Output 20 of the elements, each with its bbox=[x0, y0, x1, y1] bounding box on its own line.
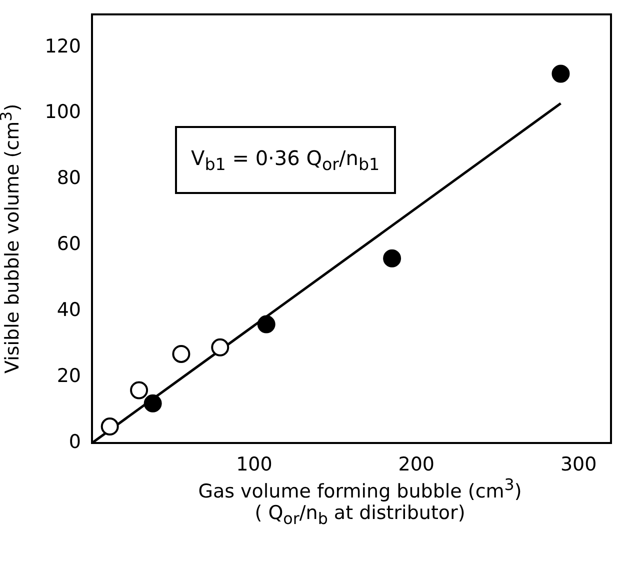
point bbox=[130, 381, 148, 400]
y-tick-label: 80 bbox=[56, 167, 81, 190]
x-tick-label: 300 bbox=[560, 453, 597, 476]
y-tick-label: 100 bbox=[44, 101, 81, 124]
x-tick-label: 100 bbox=[236, 453, 272, 476]
text: Gas volume forming bubble (cm$^{3}$) ( Q$_{or}$/n$_{b}$ at distributor) bbox=[198, 475, 522, 528]
point bbox=[257, 315, 276, 334]
point bbox=[144, 394, 162, 412]
point bbox=[211, 338, 230, 356]
point bbox=[383, 249, 402, 268]
y-tick-label: 120 bbox=[44, 35, 81, 58]
y-tick-label: 60 bbox=[56, 233, 81, 256]
point bbox=[552, 64, 570, 83]
x-tick-label: 200 bbox=[398, 453, 435, 476]
y-tick-label: 0 bbox=[68, 430, 81, 453]
point bbox=[100, 418, 119, 436]
annotation: V$_{b1}$ = 0·36 Q$_{or}$/n$_{b1}$ bbox=[175, 126, 396, 194]
y-tick-label: 20 bbox=[56, 365, 81, 387]
y-tick-label: 40 bbox=[56, 299, 81, 322]
point bbox=[172, 344, 190, 363]
